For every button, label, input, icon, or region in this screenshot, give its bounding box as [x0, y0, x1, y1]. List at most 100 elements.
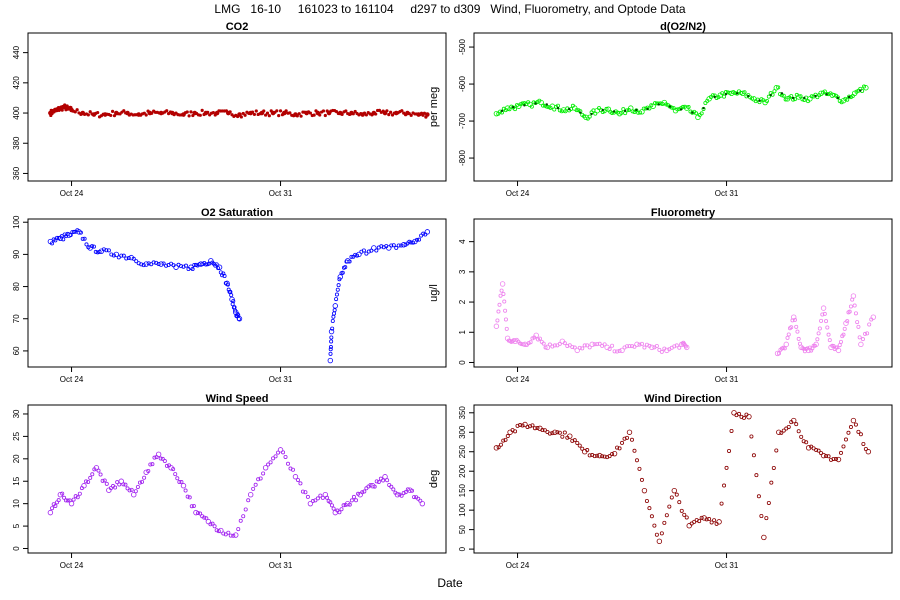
data-point	[766, 94, 771, 99]
data-point	[229, 293, 234, 298]
data-point	[493, 445, 500, 451]
data-point	[320, 495, 325, 500]
data-point	[93, 249, 98, 254]
data-point	[113, 251, 120, 258]
data-point	[329, 335, 334, 340]
data-point	[50, 506, 55, 511]
data-point	[649, 344, 655, 351]
data-point	[343, 265, 348, 270]
data-point	[143, 261, 149, 267]
data-point	[129, 487, 134, 492]
x-axis-label: Date	[437, 576, 463, 590]
data-point	[747, 94, 750, 98]
data-point	[585, 343, 590, 348]
data-point	[331, 506, 336, 511]
data-point	[212, 524, 217, 529]
data-point	[674, 492, 679, 497]
data-point	[691, 111, 694, 114]
data-point	[76, 229, 82, 235]
data-point	[820, 452, 827, 459]
data-point	[150, 111, 154, 115]
data-point	[96, 110, 100, 115]
data-point	[657, 347, 662, 352]
data-point	[713, 95, 716, 99]
y-tick-label: 360	[12, 166, 21, 180]
y-tick-label: 400	[12, 106, 21, 120]
data-point	[686, 105, 691, 110]
data-point	[825, 325, 830, 330]
plot-frame	[473, 218, 893, 368]
data-point	[867, 322, 872, 327]
data-point	[391, 487, 396, 492]
data-point	[567, 433, 573, 439]
data-point	[565, 343, 570, 348]
data-point	[780, 92, 784, 95]
y-tick-label: 60	[12, 346, 21, 355]
data-point	[659, 531, 664, 536]
data-point	[414, 237, 419, 242]
y-tick-label: 20	[12, 454, 21, 463]
data-point	[412, 495, 417, 500]
x-tick-label: Oct 24	[60, 375, 84, 384]
data-point	[218, 527, 224, 534]
data-point	[858, 341, 864, 348]
data-point	[146, 468, 151, 473]
data-point	[82, 236, 87, 241]
data-point	[191, 503, 196, 508]
data-point	[519, 342, 524, 347]
data-point	[179, 264, 184, 269]
data-point	[863, 85, 869, 91]
data-point	[590, 112, 593, 116]
data-point	[75, 108, 79, 112]
data-point	[75, 228, 80, 233]
data-point	[84, 242, 89, 247]
data-point	[795, 94, 802, 100]
data-point	[587, 453, 592, 458]
data-point	[601, 108, 604, 112]
data-point	[53, 503, 58, 508]
data-point	[555, 430, 560, 435]
data-point	[389, 243, 394, 248]
data-point	[128, 254, 134, 261]
data-point	[193, 509, 199, 516]
data-point	[258, 476, 263, 481]
data-point	[507, 107, 512, 112]
data-point	[824, 453, 829, 458]
y-tick-label: 2	[458, 299, 467, 304]
x-tick-label: Oct 24	[506, 189, 530, 198]
x-tick-label: Oct 24	[60, 561, 84, 570]
data-point	[537, 98, 542, 103]
data-point	[592, 454, 597, 459]
data-point	[299, 114, 303, 118]
data-point	[863, 446, 868, 451]
data-point	[848, 425, 853, 430]
data-point	[256, 477, 261, 482]
data-point	[371, 245, 377, 251]
data-point	[785, 335, 790, 340]
data-points	[47, 447, 426, 538]
data-point	[328, 345, 333, 350]
data-point	[211, 110, 215, 115]
data-point	[77, 491, 82, 496]
data-point	[499, 288, 504, 293]
data-point	[589, 341, 595, 348]
data-point	[399, 493, 404, 498]
y-tick-label: 4	[458, 239, 467, 244]
data-point	[421, 231, 426, 236]
data-point	[662, 520, 667, 525]
data-point	[622, 436, 627, 441]
data-point	[164, 463, 169, 468]
data-point	[297, 112, 301, 116]
data-point	[532, 426, 537, 431]
data-point	[205, 518, 212, 525]
data-point	[858, 432, 863, 437]
data-point	[850, 293, 857, 299]
y-tick-label: -800	[458, 150, 467, 167]
data-point	[142, 475, 147, 480]
data-point	[210, 521, 215, 526]
data-point	[537, 336, 542, 341]
data-point	[577, 443, 582, 448]
data-point	[277, 447, 284, 453]
data-point	[816, 448, 821, 453]
data-point	[59, 234, 64, 239]
